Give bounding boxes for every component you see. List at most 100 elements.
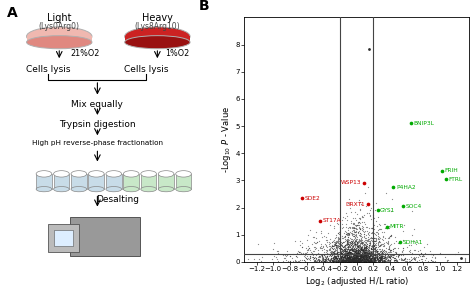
Point — [444, 258, 452, 262]
Point — [351, 256, 358, 261]
Point — [420, 254, 428, 258]
Point — [348, 258, 356, 263]
Point — [363, 246, 370, 251]
Point — [351, 253, 358, 258]
Text: BNIP3L: BNIP3L — [413, 121, 434, 126]
Point — [319, 254, 326, 258]
Point — [356, 244, 364, 249]
Point — [344, 258, 352, 263]
Point — [386, 255, 393, 260]
Point — [292, 254, 300, 258]
Point — [373, 201, 380, 206]
Point — [279, 259, 287, 263]
Point — [352, 233, 359, 238]
Point — [311, 258, 319, 263]
Point — [362, 236, 369, 240]
Point — [366, 251, 374, 255]
Point — [362, 249, 369, 254]
Point — [353, 223, 360, 228]
Point — [356, 252, 364, 257]
Point — [357, 253, 365, 258]
Point — [337, 258, 345, 263]
Point — [349, 257, 357, 262]
Point — [341, 244, 348, 249]
Point — [348, 256, 356, 261]
Text: (Lys0Arg0): (Lys0Arg0) — [39, 22, 80, 31]
Point — [362, 255, 369, 260]
Point — [349, 255, 357, 259]
Point — [375, 235, 383, 239]
Point — [337, 252, 345, 256]
Point — [367, 254, 375, 259]
Point — [343, 251, 350, 255]
Point — [355, 257, 363, 261]
Text: Cells lysis: Cells lysis — [26, 65, 71, 74]
Text: SDHA1: SDHA1 — [402, 240, 423, 245]
Point — [371, 241, 378, 246]
Point — [332, 246, 340, 250]
Bar — [141, 174, 156, 189]
Point — [325, 240, 332, 245]
Point — [374, 253, 382, 258]
Point — [316, 246, 323, 250]
Point — [379, 259, 386, 264]
Point — [353, 253, 360, 258]
Point — [367, 257, 375, 262]
Point — [418, 257, 426, 261]
Point — [361, 254, 369, 259]
Point — [353, 259, 360, 264]
Point — [343, 237, 351, 242]
Point — [378, 256, 385, 261]
Point — [366, 253, 374, 257]
Point — [348, 259, 356, 264]
Point — [296, 257, 303, 262]
Point — [373, 252, 381, 257]
Point — [368, 259, 375, 264]
Point — [337, 255, 345, 260]
Point — [353, 225, 360, 230]
Point — [365, 255, 373, 260]
Point — [340, 259, 347, 264]
Point — [386, 255, 394, 260]
Point — [325, 254, 332, 259]
Point — [346, 205, 353, 210]
Point — [371, 254, 378, 259]
Point — [380, 258, 387, 263]
Point — [379, 234, 387, 239]
Point — [346, 251, 354, 255]
Point — [333, 258, 340, 263]
Point — [354, 251, 362, 255]
Point — [334, 259, 341, 264]
Point — [409, 209, 416, 213]
Point — [461, 255, 469, 260]
Point — [367, 237, 375, 242]
Point — [330, 254, 337, 259]
Point — [376, 243, 384, 248]
Point — [346, 253, 354, 257]
Point — [327, 258, 335, 262]
Point — [356, 259, 363, 264]
Point — [356, 246, 363, 251]
Point — [365, 255, 373, 260]
Point — [383, 253, 391, 258]
Point — [323, 253, 331, 258]
Point — [386, 259, 394, 263]
Point — [359, 254, 366, 259]
Point — [372, 258, 379, 262]
Point — [329, 250, 337, 254]
Point — [358, 253, 365, 258]
Point — [294, 249, 302, 253]
Point — [341, 259, 349, 263]
Point — [338, 252, 346, 257]
Point — [379, 258, 386, 263]
Point — [362, 259, 369, 264]
Point — [390, 255, 397, 260]
Point — [337, 246, 345, 251]
Point — [353, 257, 361, 262]
Point — [334, 254, 342, 259]
Point — [329, 255, 337, 260]
Point — [343, 257, 351, 262]
Point — [351, 258, 358, 262]
Point — [332, 253, 339, 258]
Point — [328, 260, 335, 264]
